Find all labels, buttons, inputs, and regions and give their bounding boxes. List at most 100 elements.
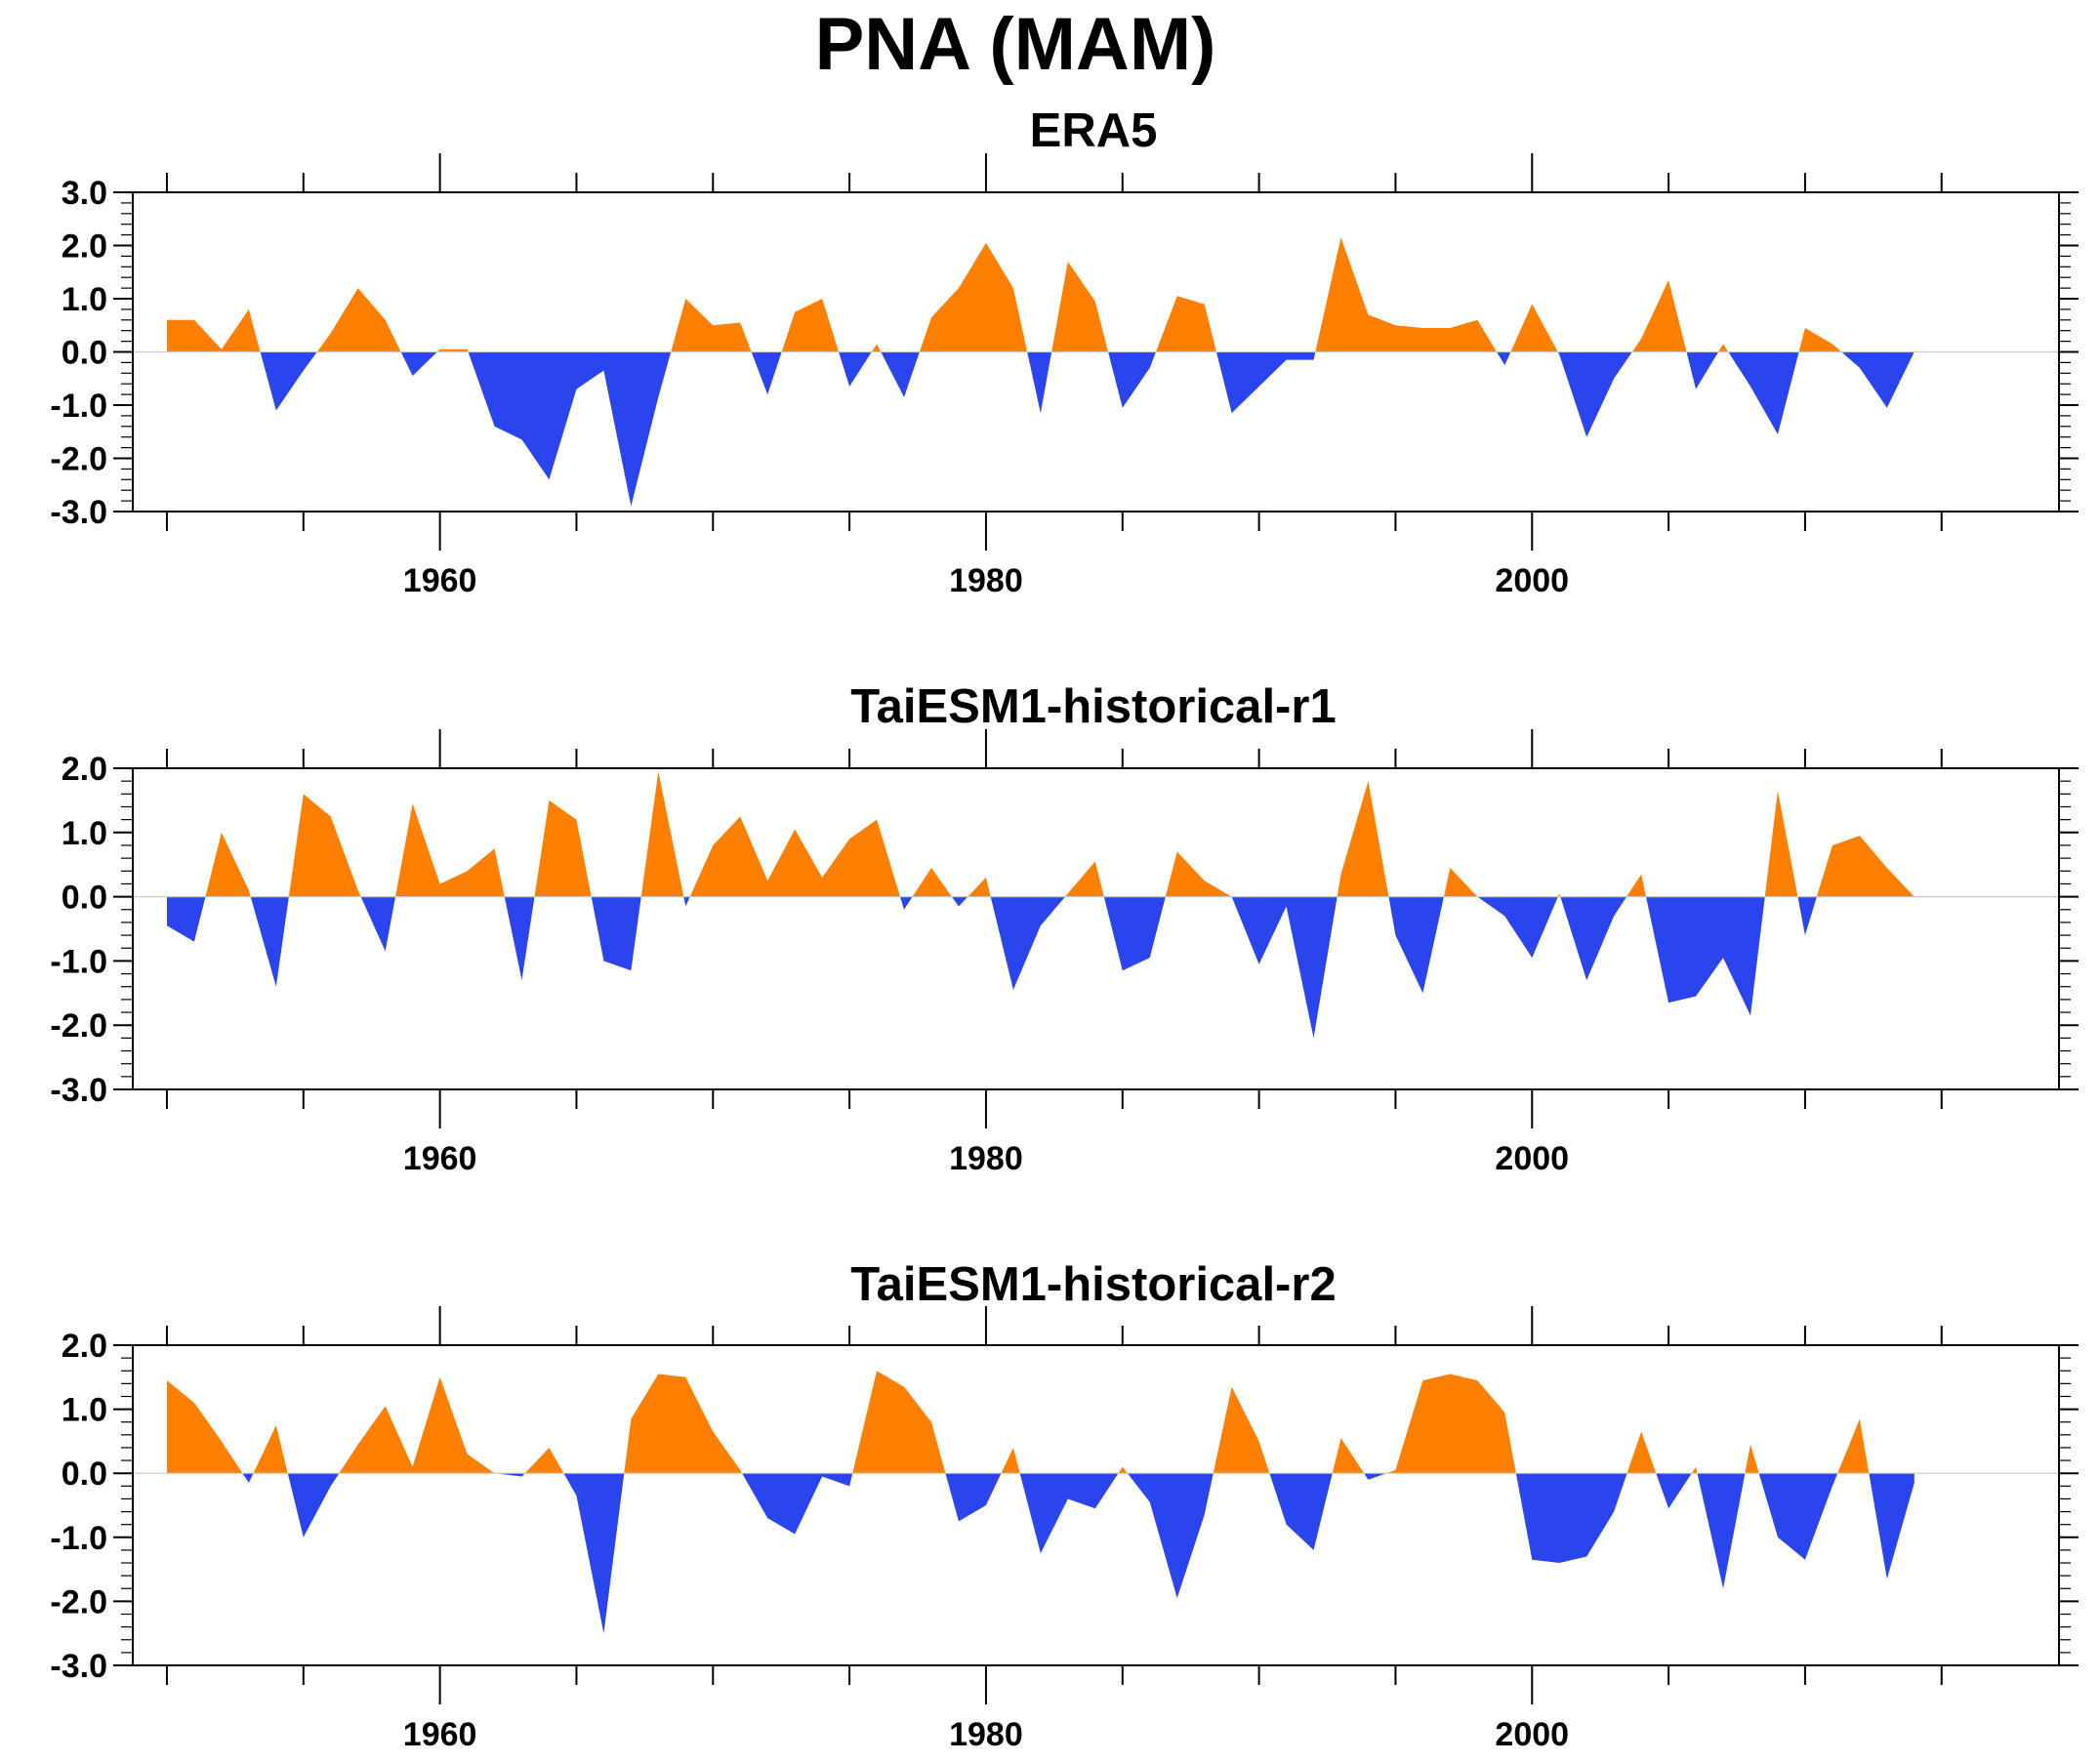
chart-panel-3: TaiESM1-historical-r2 2.0 1.0 0.0 -1.0 -2.0 -3… (50, 1258, 2079, 1753)
panel-title: TaiESM1-historical-r2 (850, 1258, 1336, 1311)
positive-area (316, 288, 401, 352)
x-tick-label: 1980 (949, 562, 1023, 599)
positive-area (689, 816, 901, 897)
positive-area (781, 299, 840, 352)
x-tick-label: 2000 (1495, 562, 1569, 599)
negative-area (1388, 896, 1444, 994)
positive-area (671, 299, 752, 352)
x-tick-label: 2000 (1495, 1140, 1569, 1177)
positive-area (1691, 1466, 1698, 1474)
positive-area (1837, 1418, 1870, 1474)
positive-area (624, 1374, 743, 1474)
positive-area (871, 344, 882, 352)
positive-area (436, 348, 469, 352)
positive-area (1337, 781, 1389, 897)
positive-area (1626, 1431, 1657, 1474)
x-tick-label: 1980 (949, 1716, 1023, 1753)
positive-area (1816, 836, 1915, 897)
positive-area (524, 1447, 564, 1474)
negative-area (1108, 351, 1156, 408)
positive-area (253, 1425, 288, 1474)
y-tick-label: 1.0 (62, 1392, 107, 1429)
positive-area (1557, 893, 1561, 897)
y-tick-label: -3.0 (50, 494, 107, 531)
x-tick-label: 1960 (403, 1140, 477, 1177)
negative-area (1019, 1473, 1119, 1554)
negative-area (360, 896, 396, 952)
positive-area (1798, 327, 1842, 352)
negative-area (1127, 1473, 1214, 1599)
positive-area (205, 832, 251, 897)
positive-area (395, 803, 505, 897)
negative-area (1497, 351, 1511, 366)
negative-area (839, 351, 872, 387)
x-tick-label: 1960 (403, 562, 477, 599)
negative-area (1686, 351, 1719, 390)
y-tick-label: 0.0 (62, 1456, 107, 1493)
positive-area (1118, 1466, 1128, 1474)
negative-area (250, 896, 289, 987)
negative-area (1728, 351, 1799, 434)
y-tick-label: 2.0 (62, 228, 107, 266)
positive-area (640, 771, 684, 897)
positive-area (166, 308, 261, 352)
y-tick-label: 3.0 (62, 175, 107, 212)
x-tick-label: 1980 (949, 1140, 1023, 1177)
positive-area (1745, 1444, 1759, 1474)
positive-area (1065, 861, 1104, 897)
y-tick-label: -2.0 (50, 441, 107, 478)
positive-area (1631, 279, 1687, 352)
negative-area (494, 1473, 525, 1477)
negative-area (751, 351, 782, 395)
y-tick-label: -1.0 (50, 943, 107, 980)
positive-area (1764, 791, 1798, 897)
y-tick-label: 1.0 (62, 281, 107, 318)
y-tick-label: -1.0 (50, 388, 107, 425)
negative-area (1646, 896, 1765, 1016)
positive-area (912, 867, 952, 897)
negative-area (1269, 1473, 1333, 1550)
negative-area (742, 1473, 853, 1535)
negative-area (900, 896, 913, 910)
positive-area (1332, 1438, 1365, 1474)
negative-area (260, 351, 317, 411)
chart-panel-2: TaiESM1-historical-r1 2.0 1.0 0.0 -1.0 -2.0 -3… (50, 680, 2079, 1177)
positive-area (1051, 261, 1109, 352)
plot-frame (132, 1344, 2060, 1666)
negative-area (504, 896, 535, 981)
negative-area (166, 896, 206, 942)
positive-area (339, 1376, 495, 1474)
negative-area (1557, 351, 1632, 437)
negative-area (683, 896, 690, 907)
positive-area (919, 242, 1028, 352)
positive-area (1213, 1386, 1270, 1474)
negative-area (287, 1473, 340, 1538)
negative-area (945, 1473, 1002, 1522)
y-tick-label: 0.0 (62, 335, 107, 372)
negative-area (1515, 1473, 1627, 1564)
positive-area (852, 1371, 946, 1474)
negative-area (1215, 351, 1316, 414)
negative-area (951, 896, 968, 907)
negative-area (990, 896, 1066, 991)
positive-area (968, 877, 991, 897)
negative-area (242, 1473, 254, 1484)
negative-area (1477, 896, 1558, 959)
y-tick-label: 0.0 (62, 880, 107, 917)
figure-title: PNA (MAM) (814, 3, 1216, 86)
negative-area (591, 896, 641, 971)
x-tick-label: 1960 (403, 1716, 477, 1753)
negative-area (1758, 1473, 1838, 1560)
positive-area (1165, 851, 1232, 897)
negative-area (1364, 1473, 1387, 1480)
y-tick-label: -2.0 (50, 1583, 107, 1620)
y-tick-label: 2.0 (62, 1328, 107, 1365)
negative-area (468, 351, 672, 507)
positive-area (1626, 874, 1647, 897)
panel-title: ERA5 (1030, 104, 1158, 157)
y-tick-label: 1.0 (62, 815, 107, 852)
negative-area (1797, 896, 1817, 936)
negative-area (400, 351, 437, 377)
